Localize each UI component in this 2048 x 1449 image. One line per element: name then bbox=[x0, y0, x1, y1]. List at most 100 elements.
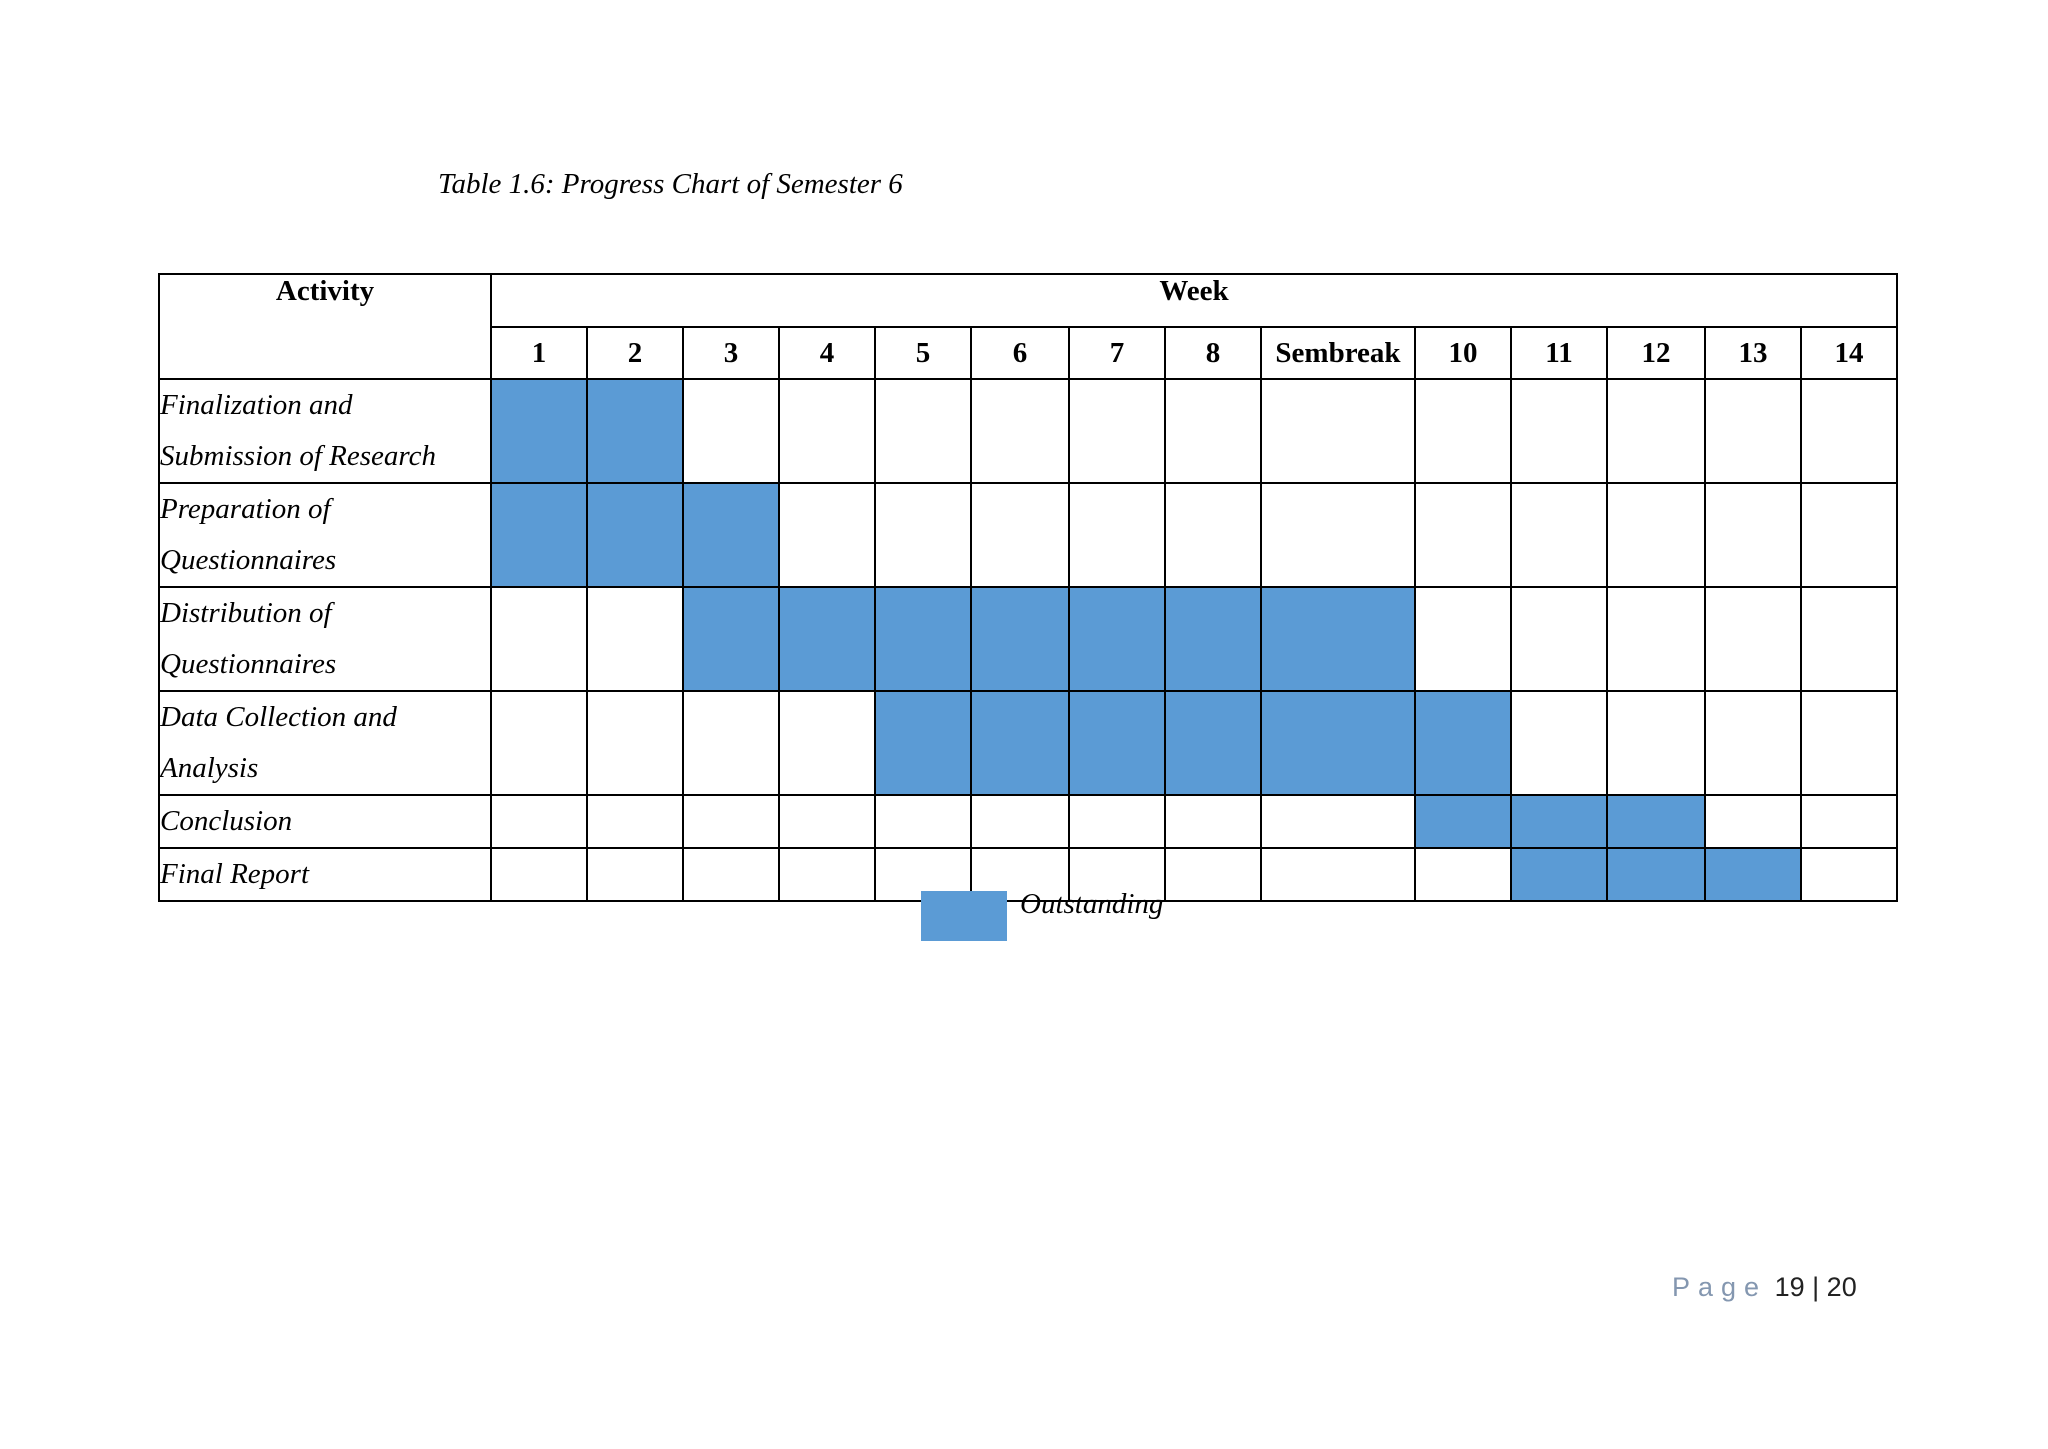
week-cell-empty bbox=[874, 482, 972, 588]
week-cell-outstanding bbox=[874, 586, 972, 692]
week-cell-empty bbox=[1704, 794, 1802, 849]
page-total: 20 bbox=[1826, 1272, 1857, 1302]
week-cell-empty bbox=[1068, 482, 1166, 588]
week-cell-empty bbox=[1260, 378, 1416, 484]
week-cell-empty bbox=[1800, 586, 1898, 692]
progress-chart-table: Activity Week 1 2 3 4 5 6 7 8 Sembreak 10 11 12 13 14… bbox=[158, 273, 1898, 902]
activity-name-line: Finalization and bbox=[160, 389, 353, 421]
week-cell: 10 bbox=[1414, 326, 1512, 380]
week-cell-empty bbox=[1260, 847, 1416, 902]
page-word: Page bbox=[1672, 1272, 1768, 1302]
week-cell-outstanding bbox=[1414, 690, 1512, 796]
week-cell: 8 bbox=[1164, 326, 1262, 380]
week-number-row: 1 2 3 4 5 6 7 8 Sembreak 10 11 12 13 14 bbox=[159, 326, 1898, 380]
activity-name-line: Distribution of bbox=[160, 597, 332, 629]
week-cell-empty bbox=[1606, 690, 1706, 796]
week-cell-outstanding bbox=[1260, 690, 1416, 796]
week-cell-empty bbox=[586, 586, 684, 692]
week-cell-empty bbox=[874, 794, 972, 849]
activity-row: Preparation of Questionnaires bbox=[158, 482, 1898, 588]
week-cell-empty bbox=[874, 378, 972, 484]
activity-name-line: Questionnaires bbox=[160, 544, 337, 576]
activity-name: Finalization and Submission of Research bbox=[158, 378, 492, 484]
week-cell-outstanding bbox=[682, 482, 780, 588]
week-cell-empty bbox=[1414, 482, 1512, 588]
week-cell-empty bbox=[1800, 482, 1898, 588]
week-cell-outstanding bbox=[970, 690, 1070, 796]
activity-name-line: Analysis bbox=[160, 752, 259, 784]
week-cell-outstanding bbox=[778, 586, 876, 692]
page-footer: Page 19 | 20 bbox=[1672, 1272, 1857, 1303]
week-cell-empty bbox=[682, 794, 780, 849]
week-cell-outstanding bbox=[586, 482, 684, 588]
week-cell-outstanding bbox=[874, 690, 972, 796]
week-cell-empty bbox=[778, 482, 876, 588]
week-cell-empty bbox=[1164, 378, 1262, 484]
week-cell: 11 bbox=[1510, 326, 1608, 380]
week-cell: 5 bbox=[874, 326, 972, 380]
week-header: Week bbox=[490, 273, 1898, 328]
week-cell-empty bbox=[586, 690, 684, 796]
week-cell-empty bbox=[1068, 378, 1166, 484]
legend-outstanding-swatch bbox=[921, 891, 1007, 941]
activity-row: Conclusion bbox=[158, 794, 1898, 849]
week-cell: 13 bbox=[1704, 326, 1802, 380]
activity-name: Data Collection and Analysis bbox=[158, 690, 492, 796]
week-cell-empty bbox=[1164, 847, 1262, 902]
week-cell-empty bbox=[682, 847, 780, 902]
week-cell-outstanding bbox=[586, 378, 684, 484]
week-cell: 3 bbox=[682, 326, 780, 380]
week-cell-empty bbox=[970, 482, 1070, 588]
activity-header: Activity bbox=[158, 273, 492, 380]
week-cell-empty bbox=[1800, 847, 1898, 902]
week-cell-empty bbox=[778, 690, 876, 796]
week-cell-empty bbox=[1606, 378, 1706, 484]
week-cell-outstanding bbox=[1164, 690, 1262, 796]
week-cell-empty bbox=[778, 847, 876, 902]
week-cell-outstanding bbox=[490, 482, 588, 588]
activity-name-line: Final Report bbox=[160, 858, 310, 890]
activity-rows: Finalization and Submission of Research Pr… bbox=[158, 378, 1898, 902]
week-cell-empty bbox=[682, 378, 780, 484]
week-cell-empty bbox=[1068, 794, 1166, 849]
week-cell-empty bbox=[1068, 847, 1166, 902]
week-cell-outstanding bbox=[1704, 847, 1802, 902]
week-cell: 7 bbox=[1068, 326, 1166, 380]
week-cell-empty bbox=[1704, 482, 1802, 588]
activity-name: Conclusion bbox=[158, 794, 492, 849]
week-cell-empty bbox=[1414, 586, 1512, 692]
week-cell-empty bbox=[1510, 378, 1608, 484]
week-cell-empty bbox=[1510, 586, 1608, 692]
week-cell-empty bbox=[1606, 482, 1706, 588]
week-cell-outstanding bbox=[1068, 586, 1166, 692]
week-cell: 1 bbox=[490, 326, 588, 380]
week-cell-outstanding bbox=[970, 586, 1070, 692]
week-cell-empty bbox=[778, 794, 876, 849]
activity-name: Final Report bbox=[158, 847, 492, 902]
week-cell-empty bbox=[1164, 482, 1262, 588]
week-cell-outstanding bbox=[1068, 690, 1166, 796]
week-cell-empty bbox=[1414, 378, 1512, 484]
week-cell-outstanding bbox=[1164, 586, 1262, 692]
week-cell-empty bbox=[1164, 794, 1262, 849]
activity-name-line: Questionnaires bbox=[160, 648, 337, 680]
week-cell-empty bbox=[778, 378, 876, 484]
week-cell-empty bbox=[1510, 690, 1608, 796]
week-cell-empty bbox=[490, 690, 588, 796]
week-cell-empty bbox=[1260, 794, 1416, 849]
week-cell: Sembreak bbox=[1260, 326, 1416, 380]
week-cell-empty bbox=[490, 794, 588, 849]
week-cell-empty bbox=[682, 690, 780, 796]
activity-row: Data Collection and Analysis bbox=[158, 690, 1898, 796]
week-cell-empty bbox=[1606, 586, 1706, 692]
week-cell-outstanding bbox=[1260, 586, 1416, 692]
week-cell-outstanding bbox=[682, 586, 780, 692]
activity-row: Distribution of Questionnaires bbox=[158, 586, 1898, 692]
week-cell-outstanding bbox=[1414, 794, 1512, 849]
week-cell-empty bbox=[1260, 482, 1416, 588]
week-cell-empty bbox=[586, 847, 684, 902]
week-cell: 12 bbox=[1606, 326, 1706, 380]
week-cell-empty bbox=[1800, 794, 1898, 849]
week-cell-outstanding bbox=[1510, 847, 1608, 902]
activity-name-line: Preparation of bbox=[160, 493, 331, 525]
